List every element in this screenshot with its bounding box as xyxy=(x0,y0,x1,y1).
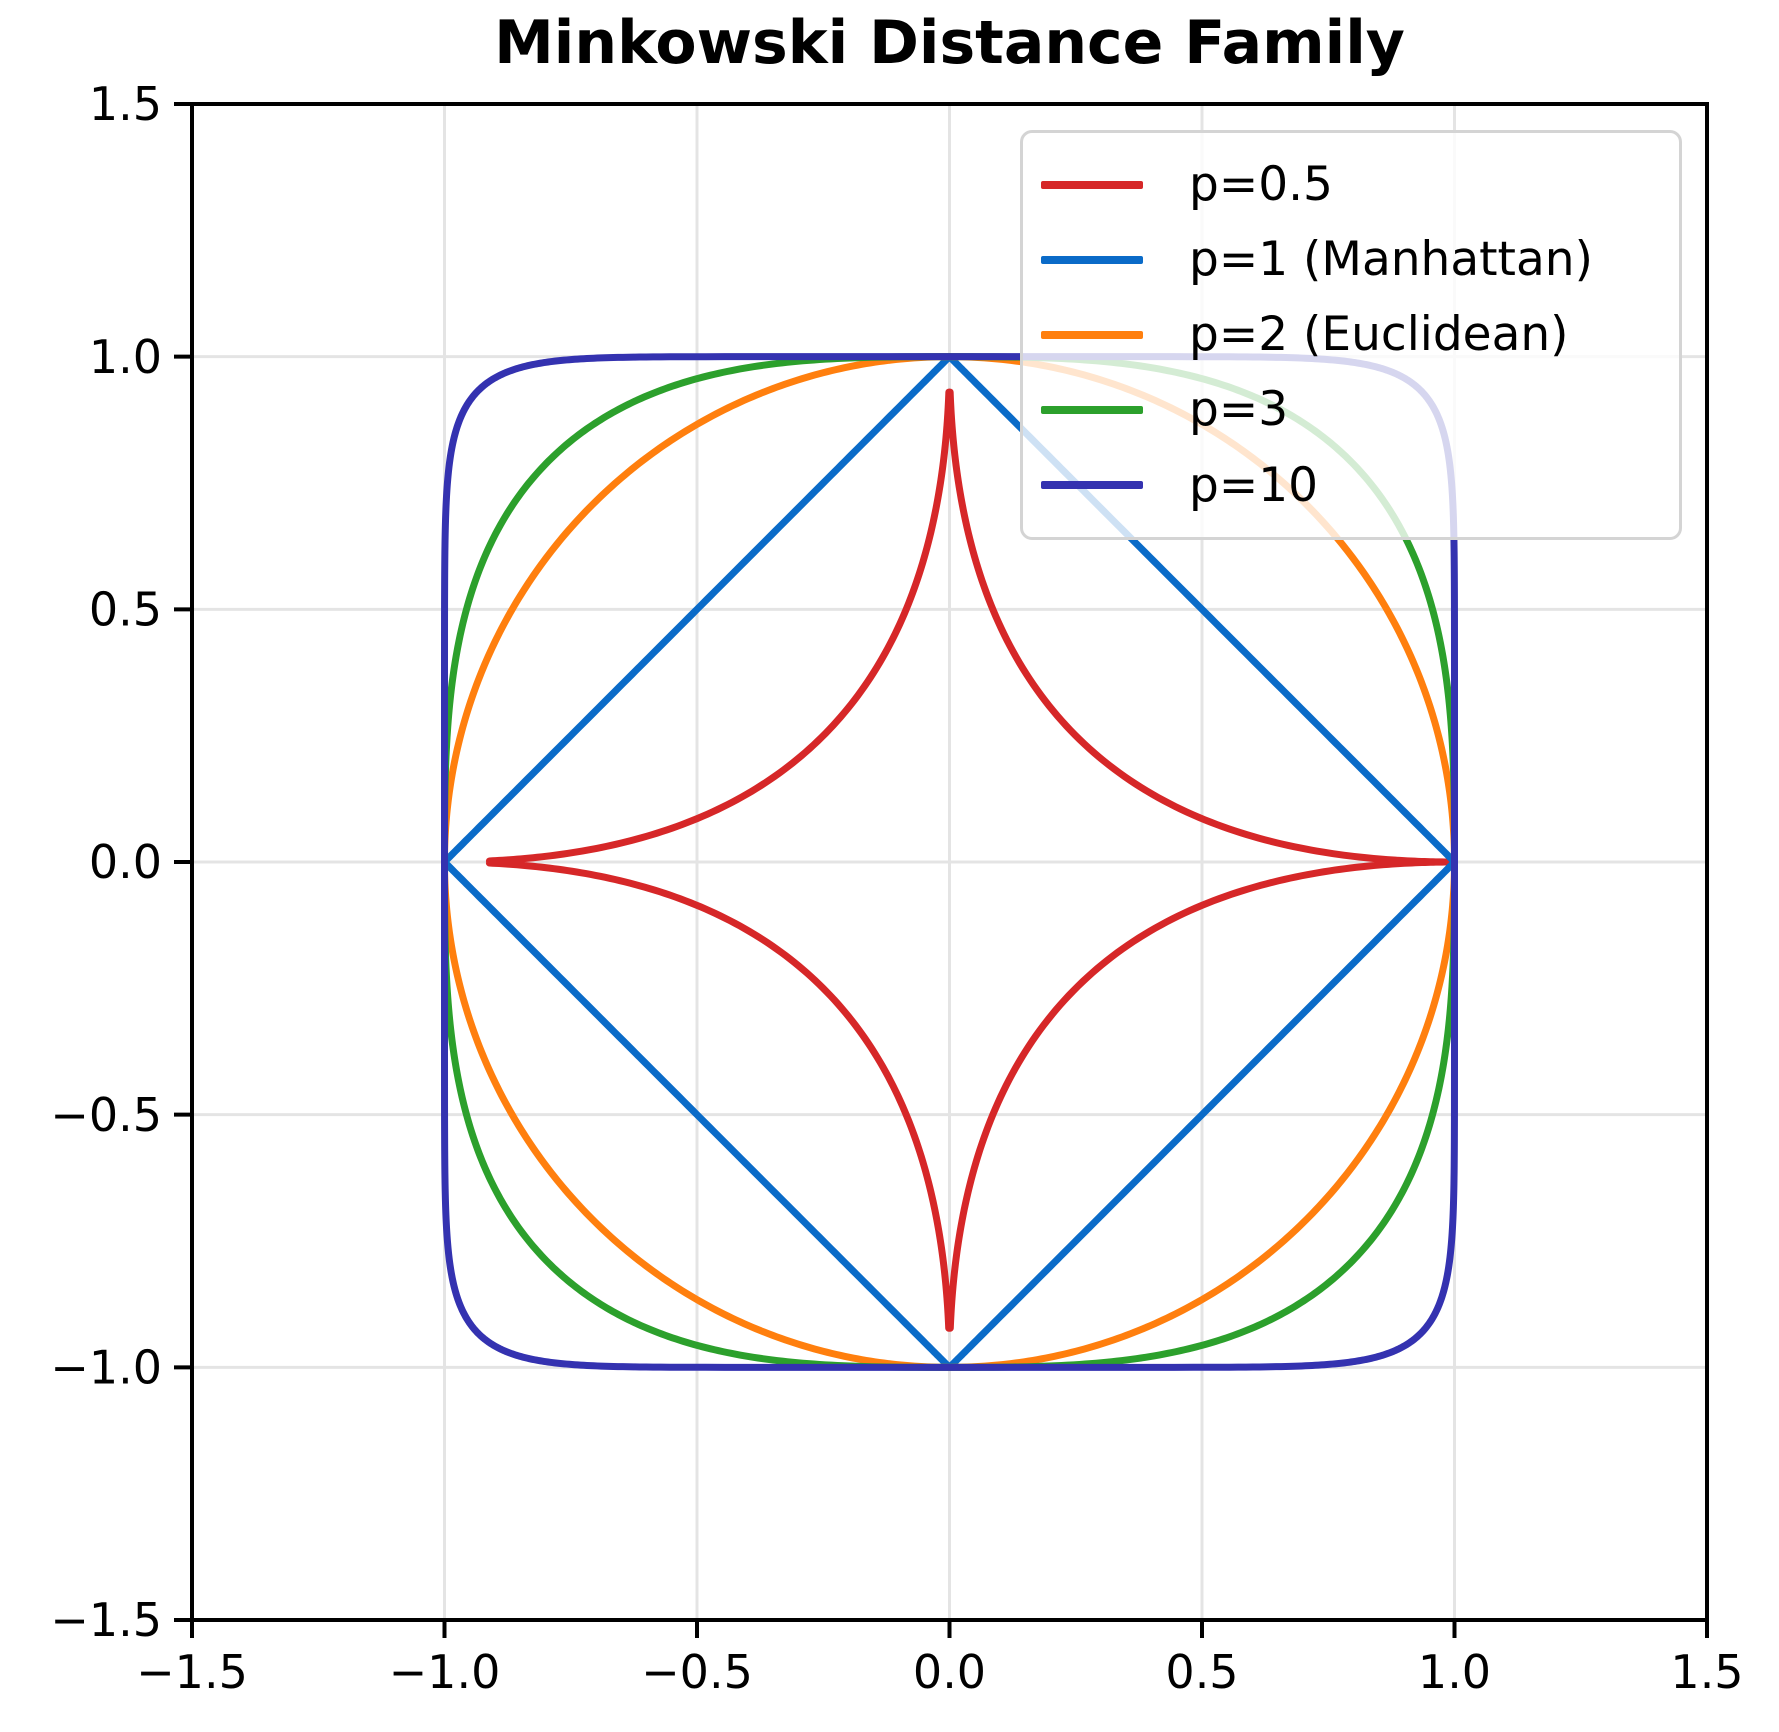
legend-label: p=2 (Euclidean) xyxy=(1189,307,1569,363)
y-tick-label: −1.0 xyxy=(50,1340,162,1394)
legend-item: p=1 (Manhattan) xyxy=(1023,234,1679,286)
chart-title: Minkowski Distance Family xyxy=(494,8,1405,78)
legend-swatch xyxy=(1041,481,1143,490)
legend: p=0.5 p=1 (Manhattan) p=2 (Euclidean) p=3 p=… xyxy=(1020,130,1682,540)
legend-item: p=2 (Euclidean) xyxy=(1023,309,1679,361)
x-tick-label: 0.0 xyxy=(913,1645,986,1699)
curve-0-5 xyxy=(485,388,1458,1332)
x-tick-label: −0.5 xyxy=(641,1645,753,1699)
legend-swatch xyxy=(1041,255,1143,264)
legend-label: p=1 (Manhattan) xyxy=(1189,231,1593,287)
y-tick-label: −0.5 xyxy=(50,1088,162,1142)
legend-swatch xyxy=(1041,406,1143,415)
legend-label: p=3 xyxy=(1189,382,1289,438)
legend-item: p=10 xyxy=(1023,457,1679,513)
legend-label: p=10 xyxy=(1189,457,1319,513)
x-tick-label: −1.5 xyxy=(136,1645,248,1699)
x-tick-label: 1.0 xyxy=(1418,1645,1491,1699)
legend-label: p=0.5 xyxy=(1189,156,1333,212)
y-tick-label: 0.5 xyxy=(89,582,162,636)
x-tick-label: 1.5 xyxy=(1670,1645,1743,1699)
y-tick-label: −1.5 xyxy=(50,1593,162,1647)
x-tick-label: 0.5 xyxy=(1165,1645,1238,1699)
y-tick-label: 0.0 xyxy=(89,835,162,889)
legend-item: p=3 xyxy=(1023,384,1679,436)
legend-swatch xyxy=(1041,330,1143,339)
legend-item: p=0.5 xyxy=(1023,159,1679,211)
x-tick-label: −1.0 xyxy=(389,1645,501,1699)
y-tick-label: 1.0 xyxy=(89,330,162,384)
y-tick-label: 1.5 xyxy=(89,77,162,131)
legend-swatch xyxy=(1041,180,1143,189)
